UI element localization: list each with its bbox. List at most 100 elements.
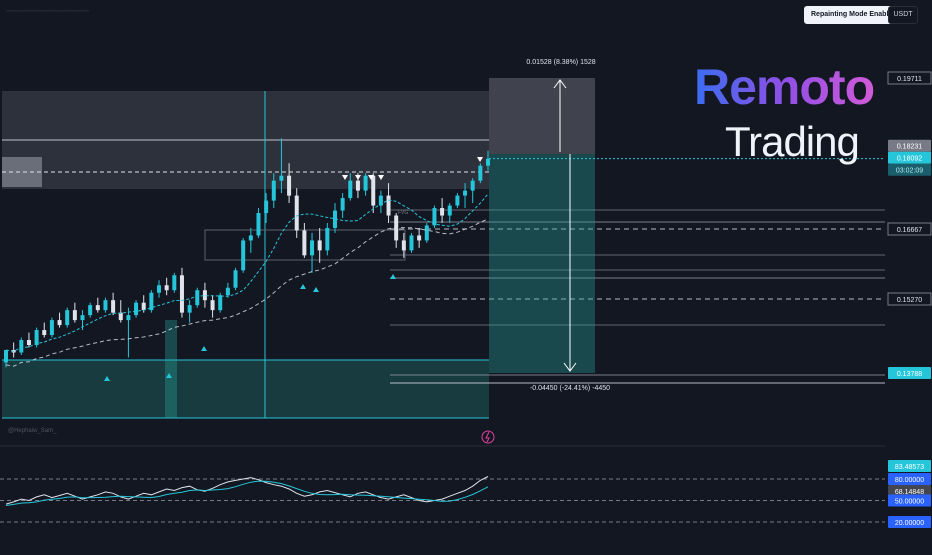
supply-zone-profile — [2, 157, 42, 187]
measure-up-label: 0.01528 (8.38%) 1528 — [526, 59, 595, 66]
candle-body — [424, 225, 429, 241]
candle-body — [187, 305, 192, 313]
candle-body — [371, 175, 376, 206]
candle-body — [72, 310, 77, 321]
candle-body — [294, 195, 299, 231]
buy-signal-triangle — [300, 284, 306, 289]
price-label-level2-bg — [888, 293, 931, 305]
price-label-grey: 0.18231 — [897, 144, 922, 151]
candle-body — [332, 210, 337, 228]
currency-button[interactable]: USDT — [888, 6, 918, 24]
measure-up-box — [489, 78, 595, 154]
candle-body — [103, 300, 108, 311]
candle-body — [325, 227, 330, 251]
candle-body — [417, 235, 422, 241]
price-label-top-border — [887, 71, 932, 85]
price-label-level1-border — [887, 222, 932, 236]
candle-body — [241, 240, 246, 271]
lightning-icon — [481, 430, 495, 444]
sell-signal-triangle — [477, 157, 483, 162]
candle-body — [287, 175, 292, 196]
candle-body — [401, 240, 406, 251]
candle-body — [233, 270, 238, 288]
osc-label-signal-bg — [888, 485, 931, 497]
price-label-bottom-bg — [888, 367, 931, 379]
candle-body — [355, 180, 360, 191]
measure-down-box — [489, 154, 595, 373]
candle-body — [49, 320, 54, 336]
candle-body — [218, 295, 223, 311]
candle-body — [317, 240, 322, 251]
candle-body — [26, 340, 31, 346]
osc-label-50-bg — [888, 494, 931, 507]
candle-body — [164, 285, 169, 291]
price-label-level2-border — [887, 292, 932, 306]
slow-ma-line — [5, 218, 489, 367]
candle-body — [195, 290, 200, 306]
candle-body — [179, 275, 184, 313]
candle-body — [447, 205, 452, 216]
measure-up-arrowhead — [553, 79, 567, 89]
price-label-countdown: 03:02:09 — [896, 168, 923, 175]
price-label-last-bg — [888, 151, 931, 164]
candle-body — [486, 158, 490, 166]
price-label-grey-bg — [888, 139, 931, 152]
osc-label-20: 20.00000 — [895, 520, 924, 527]
price-label-countdown-bg — [888, 163, 931, 176]
candle-body — [455, 195, 460, 206]
candle-body — [386, 195, 391, 216]
candle-body — [478, 165, 483, 181]
candle-body — [256, 213, 261, 236]
price-label-top-bg — [888, 72, 931, 84]
price-label-bottom: 0.13788 — [897, 371, 922, 378]
candle-body — [248, 235, 253, 241]
osc-label-20-bg — [888, 516, 931, 528]
candle-body — [57, 320, 62, 326]
price-label-last: 0.18092 — [897, 156, 922, 163]
osc-label-current: 83.48573 — [895, 464, 924, 471]
sell-signal-triangle — [355, 175, 361, 180]
logo-remoto: Remoto — [694, 59, 875, 115]
buy-signal-triangle — [201, 346, 207, 351]
sell-signal-triangle — [342, 175, 348, 180]
candle-body — [340, 198, 345, 211]
candle-body — [149, 292, 154, 311]
price-label-level2: 0.15270 — [897, 297, 922, 304]
candle-body — [432, 208, 437, 226]
candle-body — [394, 215, 399, 241]
candle-body — [271, 180, 276, 201]
measure-down-arrowhead — [563, 362, 577, 372]
price-label-level1: 0.16667 — [897, 227, 922, 234]
fvg-label: FVG — [398, 210, 408, 216]
candle-body — [141, 302, 146, 311]
symbol-info-faint: ━━━━━━━━━━━━━━━━━━━━━━━ — [6, 9, 90, 15]
demand-zone — [2, 360, 489, 418]
osc-label-80-bg — [888, 473, 931, 485]
candle-body — [470, 180, 475, 191]
price-label-level1-bg — [888, 223, 931, 235]
candle-body — [264, 200, 269, 214]
candle-body — [4, 349, 8, 363]
candle-body — [225, 287, 230, 296]
candle-body — [95, 305, 100, 311]
candle-body — [463, 190, 468, 196]
buy-signal-triangle — [390, 274, 396, 279]
osc-label-current-bg — [888, 460, 931, 472]
logo-trading: Trading — [725, 118, 860, 165]
demand-zone-spike — [165, 320, 177, 418]
buy-signal-triangle — [166, 373, 172, 378]
candle-body — [210, 300, 215, 311]
candle-body — [118, 312, 123, 321]
candle-body — [363, 175, 368, 191]
lightning-icon-glyph — [485, 431, 490, 443]
osc-label-80: 80.00000 — [895, 477, 924, 484]
fast-ma-line — [5, 193, 489, 352]
candle-body — [348, 180, 353, 199]
buy-signal-triangle — [104, 376, 110, 381]
candle-body — [19, 340, 24, 353]
candle-body — [302, 230, 307, 256]
sell-signal-triangle — [378, 175, 384, 180]
oscillator-signal-line — [5, 480, 489, 506]
